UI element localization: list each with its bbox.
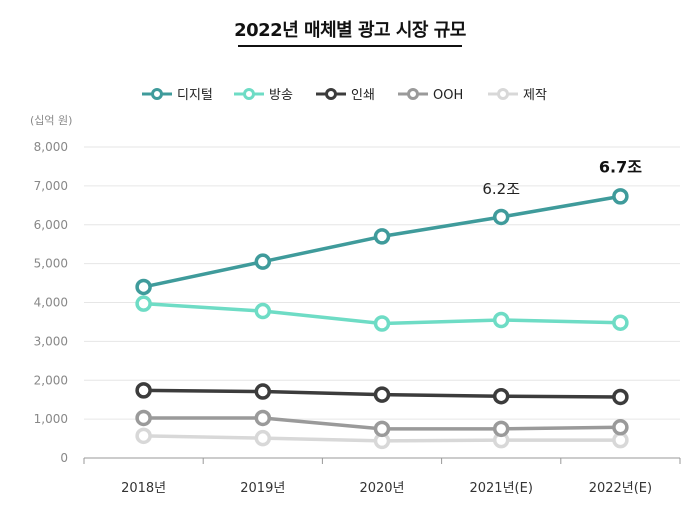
y-tick-label: 2,000: [34, 373, 68, 387]
x-tick-label: 2022년(E): [589, 481, 652, 496]
legend-item: 인쇄: [316, 88, 375, 103]
legend-label: OOH: [433, 88, 463, 103]
legend-marker: [243, 88, 255, 100]
y-tick-label: 3,000: [34, 334, 68, 348]
legend-marker: [151, 88, 163, 100]
data-point: [612, 388, 629, 406]
data-point: [612, 431, 629, 449]
y-axis-ticks: 0 1,000 2,000 3,000 4,000 5,000 6,000 7,000 8,00…: [34, 140, 68, 465]
legend-item: 방송: [234, 88, 293, 103]
data-point: [492, 420, 510, 438]
y-tick-label: 1,000: [34, 412, 68, 426]
data-point: [373, 228, 391, 245]
data-point: [492, 208, 510, 226]
legend-marker: [325, 88, 337, 100]
series-4: [135, 409, 629, 438]
annotations: 6.2조 6.7조: [482, 157, 642, 198]
legend-item: 제작: [488, 88, 547, 103]
data-point: [135, 409, 152, 427]
data-point: [373, 315, 391, 332]
data-point: [254, 253, 272, 270]
chart-legend: 디지털 방송 인쇄 OOH 제작: [142, 88, 547, 103]
data-point: [254, 383, 272, 400]
legend-marker: [407, 88, 419, 100]
y-tick-label: 0: [60, 451, 68, 465]
value-annotation: 6.7조: [599, 157, 642, 176]
legend-marker: [497, 88, 509, 100]
data-point: [254, 409, 272, 427]
data-point: [254, 302, 272, 320]
data-point: [612, 314, 629, 331]
y-tick-label: 5,000: [34, 257, 68, 271]
legend-label: 인쇄: [351, 88, 375, 103]
data-point: [135, 295, 152, 312]
x-tick-label: 2021년(E): [469, 481, 532, 496]
data-point: [135, 382, 152, 399]
y-axis-unit-label: (십억 원): [30, 114, 72, 127]
series-1: [135, 188, 629, 296]
x-tick-label: 2020년: [359, 481, 404, 496]
x-axis: 2018년 2019년 2020년 2021년(E) 2022년(E): [83, 457, 681, 496]
y-tick-label: 8,000: [34, 140, 68, 154]
data-point: [135, 427, 152, 445]
y-tick-label: 4,000: [34, 296, 68, 310]
series-lines: [135, 188, 629, 450]
y-tick-label: 6,000: [34, 218, 68, 232]
data-point: [373, 386, 391, 403]
legend-item: 디지털: [142, 88, 213, 103]
series-2: [135, 295, 629, 332]
data-point: [492, 387, 510, 405]
legend-item: OOH: [398, 88, 463, 103]
legend-label: 제작: [523, 88, 547, 103]
x-tick-label: 2019년: [240, 481, 285, 496]
data-point: [612, 419, 629, 436]
chart-title: 2022년 매체별 광고 시장 규모: [234, 20, 466, 41]
legend-label: 디지털: [177, 88, 213, 103]
legend-label: 방송: [269, 88, 293, 103]
data-point: [135, 278, 152, 296]
grid-lines: [84, 146, 680, 420]
data-point: [492, 311, 510, 329]
data-point: [373, 420, 391, 438]
data-point: [612, 188, 629, 205]
data-point: [254, 429, 272, 447]
series-3: [135, 382, 629, 406]
value-annotation: 6.2조: [482, 180, 520, 198]
y-tick-label: 7,000: [34, 179, 68, 193]
x-tick-label: 2018년: [121, 481, 166, 496]
